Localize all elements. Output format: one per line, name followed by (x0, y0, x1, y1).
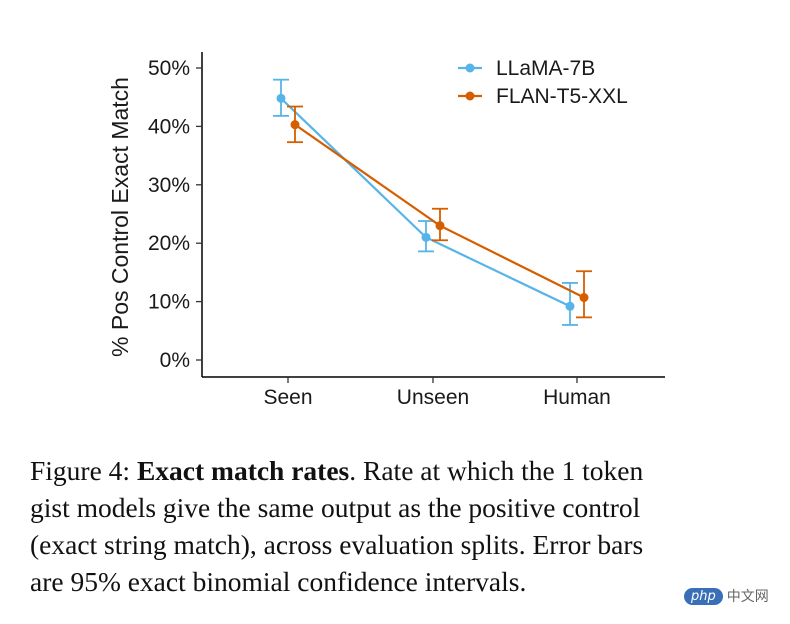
legend-item-1: FLAN-T5-XXL (458, 85, 628, 108)
y-tick-label: 10% (148, 291, 190, 314)
caption-line-2: gist models give the same output as the … (30, 492, 641, 523)
caption-line-1-rest: . Rate at which the 1 token (349, 455, 644, 486)
data-point (435, 221, 445, 231)
y-tick-label: 50% (148, 57, 190, 80)
caption-prefix: Figure 4: (30, 455, 137, 486)
watermark-text: 中文网 (726, 589, 769, 605)
x-tick-label: Unseen (397, 386, 469, 409)
legend-label: FLAN-T5-XXL (496, 85, 628, 108)
data-point (276, 93, 286, 103)
caption-bold-title: Exact match rates (136, 455, 350, 486)
watermark-logo: php (684, 587, 723, 605)
series-0 (273, 78, 578, 326)
data-point (421, 232, 431, 242)
x-tick-label: Human (543, 386, 611, 409)
legend-marker (465, 63, 475, 73)
data-point (290, 120, 300, 130)
caption-line-4: are 95% exact binomial confidence interv… (30, 566, 527, 597)
data-point (579, 293, 589, 303)
series-1 (287, 105, 592, 319)
figure-caption: Figure 4: Exact match rates. Rate at whi… (30, 452, 770, 600)
caption-line-1: Figure 4: Exact match rates. Rate at whi… (30, 452, 770, 489)
chart: 0% 10% 20% 30% 40% 50% Seen Unseen Human LLaMA-7… (107, 52, 665, 409)
series-layer (273, 78, 592, 326)
y-tick-label: 30% (148, 174, 190, 197)
axes: 0% 10% 20% 30% 40% 50% Seen Unseen Human (148, 52, 665, 409)
legend-item-0: LLaMA-7B (458, 57, 595, 80)
y-tick-label: 20% (148, 232, 190, 255)
legend: LLaMA-7B FLAN-T5-XXL (458, 57, 628, 108)
legend-marker (465, 91, 475, 101)
y-axis-title: % Pos Control Exact Match (107, 77, 133, 357)
x-tick-label: Seen (263, 386, 312, 409)
legend-label: LLaMA-7B (496, 57, 595, 80)
watermark: php 中文网 (684, 583, 769, 609)
data-point (565, 301, 575, 311)
series-line (280, 97, 571, 308)
caption-line-3: (exact string match), across evaluation … (30, 529, 644, 560)
y-tick-label: 0% (160, 349, 190, 372)
y-tick-label: 40% (148, 115, 190, 138)
